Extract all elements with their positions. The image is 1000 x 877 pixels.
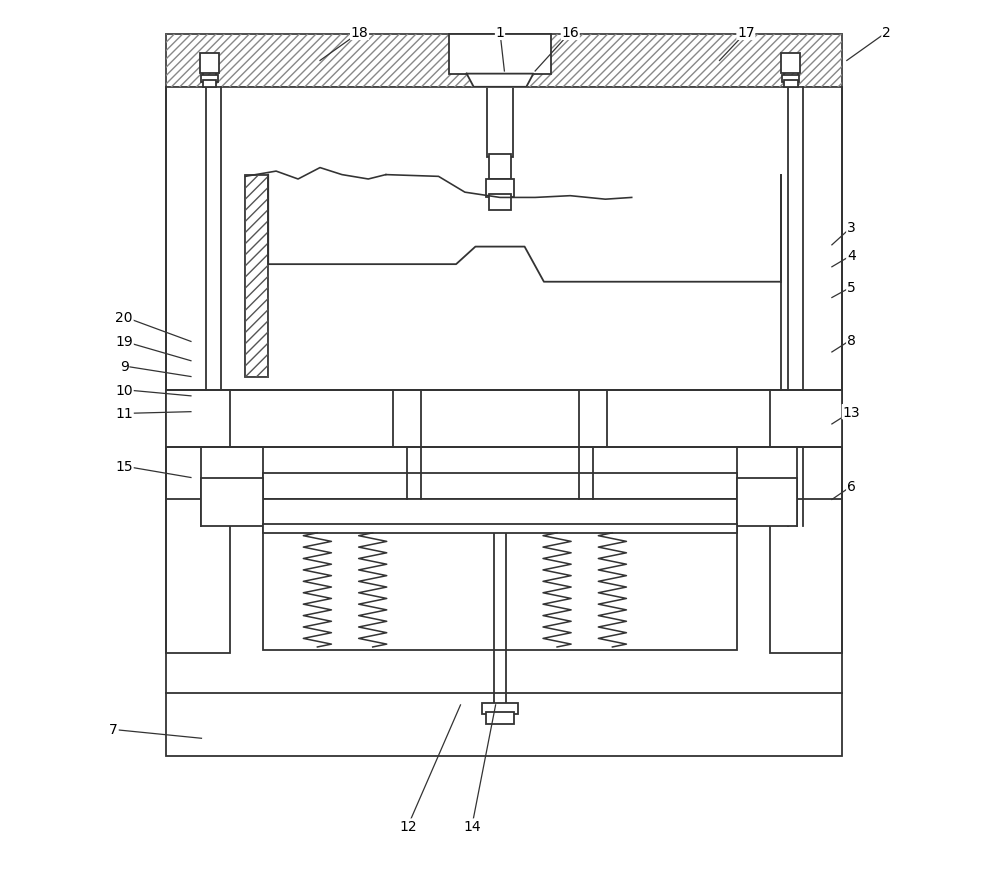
Bar — [203, 81, 216, 88]
Bar — [482, 703, 518, 714]
Bar — [263, 474, 737, 500]
Bar — [489, 155, 511, 180]
Bar — [166, 390, 230, 653]
Bar — [201, 75, 218, 82]
Text: 16: 16 — [561, 26, 579, 40]
Bar — [166, 447, 263, 500]
Bar — [784, 81, 798, 88]
Text: 20: 20 — [115, 310, 133, 324]
Text: 9: 9 — [120, 360, 129, 374]
Bar — [781, 54, 800, 74]
Bar — [782, 75, 799, 82]
Bar — [449, 35, 551, 75]
Bar — [166, 693, 842, 756]
Bar — [263, 524, 737, 533]
Text: 10: 10 — [115, 383, 133, 397]
Text: 7: 7 — [109, 723, 118, 737]
Text: 3: 3 — [847, 221, 856, 235]
Text: 14: 14 — [463, 819, 481, 833]
Text: 19: 19 — [115, 335, 133, 349]
Bar — [770, 390, 842, 653]
Bar — [489, 195, 511, 210]
Bar — [486, 180, 514, 197]
Bar — [201, 478, 263, 526]
Text: 1: 1 — [496, 26, 504, 40]
Text: 12: 12 — [399, 819, 417, 833]
Bar — [487, 88, 513, 158]
Text: 18: 18 — [351, 26, 368, 40]
Bar — [245, 175, 268, 377]
Text: 4: 4 — [847, 249, 856, 263]
Bar — [166, 35, 842, 88]
Polygon shape — [467, 75, 533, 88]
Bar — [263, 526, 737, 651]
Text: 5: 5 — [847, 281, 856, 295]
Bar — [737, 478, 797, 526]
Text: 13: 13 — [842, 405, 860, 419]
Bar — [263, 500, 737, 526]
Bar — [486, 712, 514, 724]
Text: 8: 8 — [847, 333, 856, 347]
Bar — [166, 88, 842, 390]
Text: 11: 11 — [115, 407, 133, 421]
Bar — [737, 447, 842, 500]
Bar — [200, 54, 219, 74]
Text: 15: 15 — [115, 460, 133, 474]
Bar — [245, 175, 268, 377]
Bar — [166, 35, 842, 88]
Bar — [166, 390, 842, 447]
Text: 2: 2 — [882, 26, 891, 40]
Text: 6: 6 — [847, 480, 856, 494]
Text: 17: 17 — [737, 26, 755, 40]
